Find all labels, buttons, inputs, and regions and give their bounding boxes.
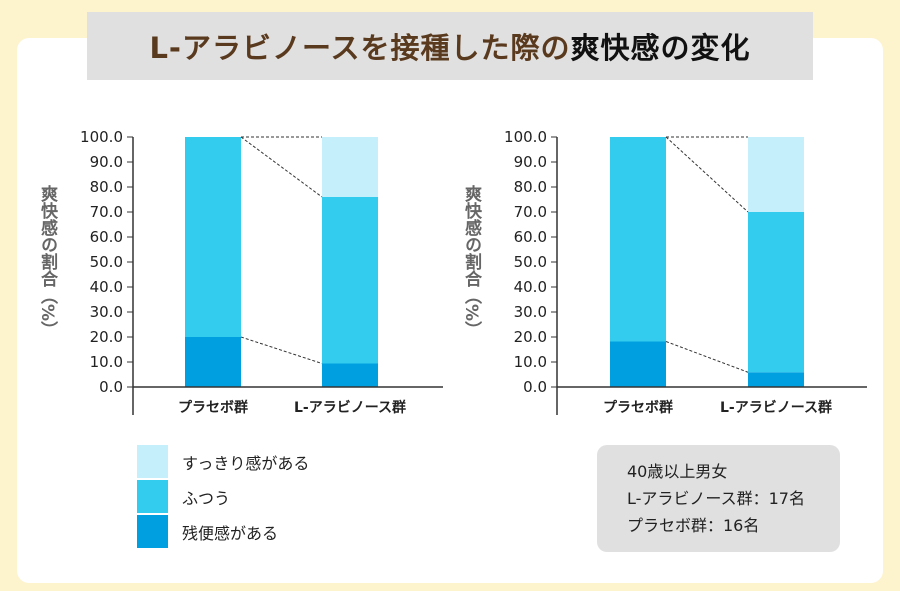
x-tick-label: プラセボ群: [603, 399, 673, 416]
info-line: L-アラビノース群：17名: [627, 489, 805, 508]
bar-segment-0: [610, 341, 666, 387]
y-tick-label: 20.0: [90, 328, 123, 346]
title-bold: 爽快感の変化: [570, 31, 751, 65]
legend-label: 残便感がある: [182, 523, 279, 543]
y-tick-label: 50.0: [90, 253, 123, 271]
bar-segment-1: [185, 137, 241, 337]
y-tick-label: 80.0: [514, 178, 547, 196]
bar-segment-1: [322, 197, 378, 364]
y-tick-label: 0.0: [99, 378, 123, 396]
info-line: 40歳以上男女: [627, 462, 728, 481]
y-tick-label: 10.0: [90, 353, 123, 371]
bar-segment-0: [748, 372, 804, 387]
connector-line: [665, 136, 749, 213]
y-tick-label: 0.0: [523, 378, 547, 396]
legend-residual: 残便感がある: [137, 515, 278, 548]
legend-swatch: [137, 480, 168, 513]
x-tick-label: L-アラビノース群: [294, 399, 406, 416]
x-tick-label: プラセボ群: [178, 399, 248, 416]
y-tick-label: 90.0: [514, 153, 547, 171]
y-tick-label: 100.0: [80, 128, 123, 146]
bar-segment-0: [185, 337, 241, 387]
y-tick-label: 30.0: [514, 303, 547, 321]
y-tick-label: 70.0: [514, 203, 547, 221]
connector-line: [240, 136, 323, 198]
legend-swatch: [137, 515, 168, 548]
title-main: L-アラビノースを接種した際の: [149, 31, 571, 65]
connector-line: [665, 341, 749, 373]
y-tick-label: 40.0: [90, 278, 123, 296]
y-tick-label: 10.0: [514, 353, 547, 371]
legend-label: すっきり感がある: [182, 453, 310, 473]
bar-segment-1: [610, 137, 666, 342]
y-tick-label: 60.0: [514, 228, 547, 246]
y-tick-label: 50.0: [514, 253, 547, 271]
page-title: L-アラビノースを接種した際の 爽快感の変化: [87, 12, 813, 80]
y-tick-label: 30.0: [90, 303, 123, 321]
y-tick-label: 90.0: [90, 153, 123, 171]
x-tick-label: L-アラビノース群: [720, 399, 832, 416]
y-tick-label: 100.0: [504, 128, 547, 146]
legend-normal: ふつう: [137, 480, 230, 513]
y-axis-label-right: 爽快感の割合（%）: [461, 185, 481, 339]
bar-segment-1: [748, 212, 804, 373]
y-tick-label: 40.0: [514, 278, 547, 296]
y-tick-label: 80.0: [90, 178, 123, 196]
bar-segment-2: [748, 137, 804, 212]
y-tick-label: 20.0: [514, 328, 547, 346]
legend-label: ふつう: [182, 488, 231, 508]
bar-segment-0: [322, 363, 378, 387]
legend-swatch: [137, 445, 168, 478]
y-axis-label-left: 爽快感の割合（%）: [37, 185, 57, 339]
connector-line: [240, 336, 323, 364]
y-tick-label: 60.0: [90, 228, 123, 246]
legend-refreshed: すっきり感がある: [137, 445, 309, 478]
info-line: プラセボ群：16名: [627, 516, 760, 535]
y-tick-label: 70.0: [90, 203, 123, 221]
info-box: 40歳以上男女 L-アラビノース群：17名 プラセボ群：16名: [597, 445, 840, 552]
bar-segment-2: [322, 137, 378, 197]
